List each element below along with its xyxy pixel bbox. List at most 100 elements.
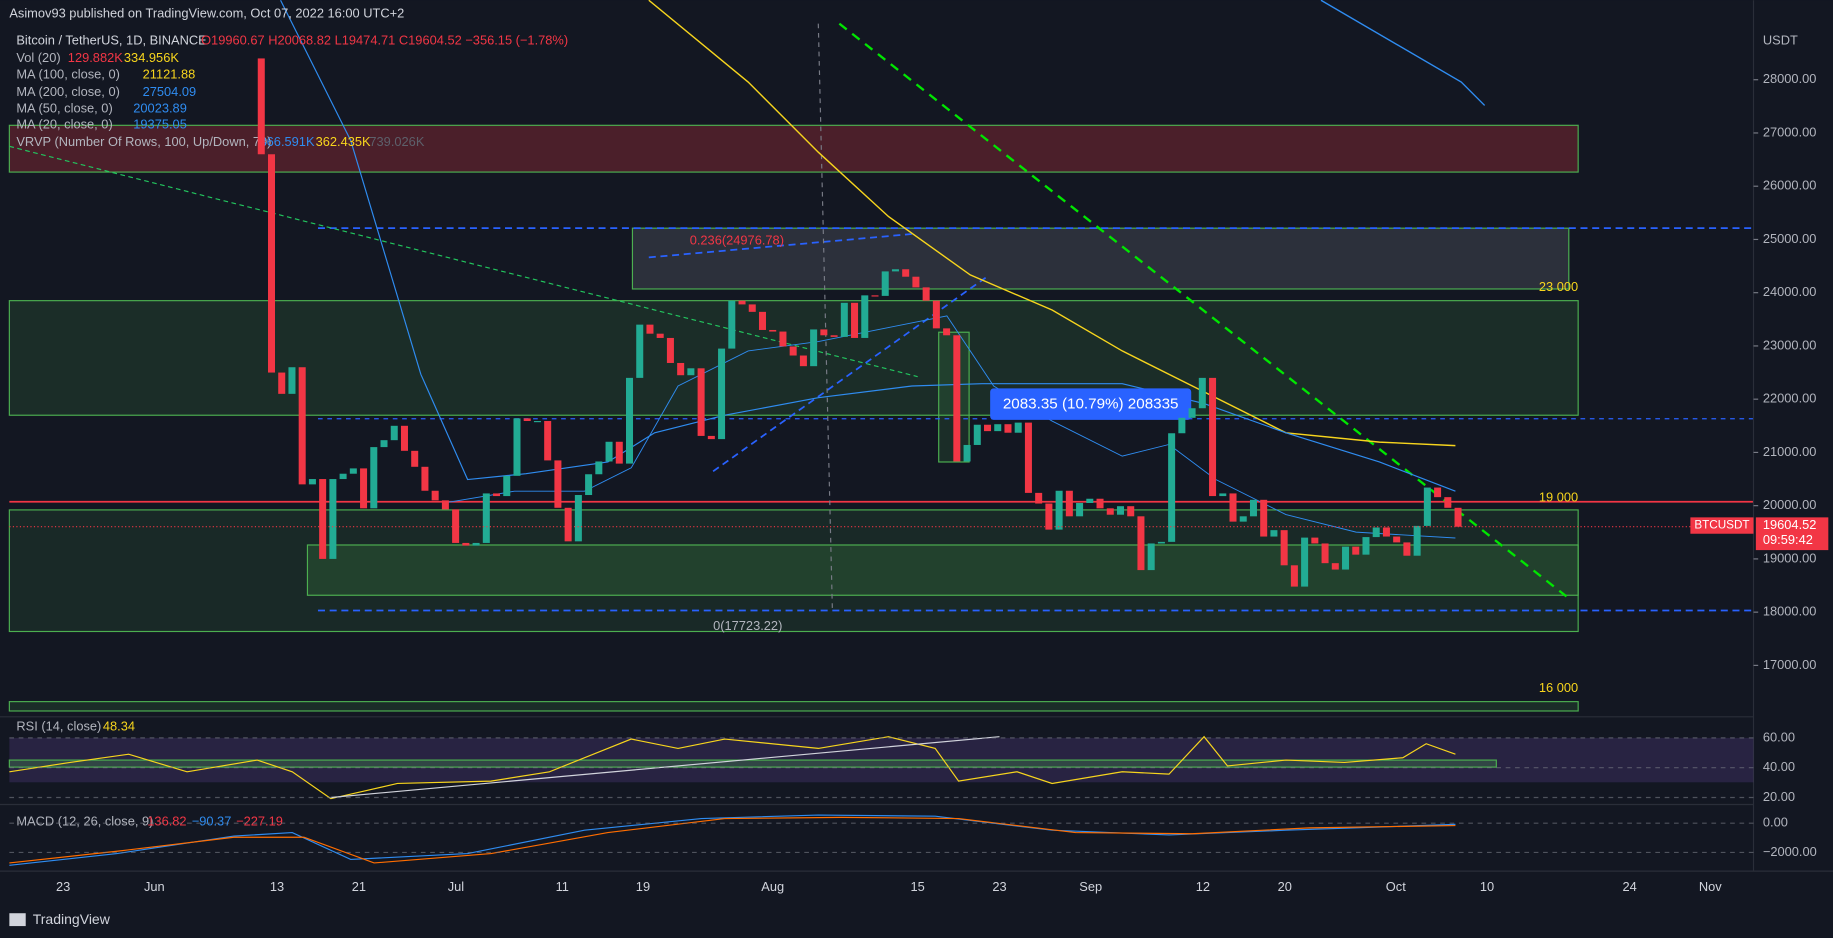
candle — [482, 493, 490, 543]
candle — [973, 424, 981, 445]
legend-ohlc: O19960.67 H20068.82 L19474.71 C19604.52 … — [201, 33, 568, 48]
candle — [278, 372, 286, 394]
candle — [329, 479, 337, 559]
candle — [339, 473, 347, 480]
brand: TradingView — [33, 911, 111, 927]
candle — [288, 367, 296, 394]
candle — [441, 500, 449, 510]
candle — [789, 346, 797, 356]
candle — [891, 269, 899, 272]
trendline — [9, 145, 918, 378]
date-label: Nov — [1699, 879, 1722, 894]
candle — [861, 295, 869, 338]
candle — [554, 460, 562, 508]
candle — [1249, 499, 1257, 517]
candle — [1239, 516, 1247, 522]
candle — [1393, 536, 1401, 543]
countdown: 09:59:42 — [1763, 532, 1813, 547]
candle — [1280, 530, 1288, 566]
candle — [1413, 525, 1421, 556]
legend-vrvp: VRVP (Number Of Rows, 100, Up/Down, 70) — [16, 134, 271, 149]
price-tick-label: 23000.00 — [1763, 337, 1817, 352]
macd-legend: MACD (12, 26, close, 9) — [16, 813, 153, 828]
support-zone — [8, 701, 1579, 712]
crosshair — [817, 23, 833, 609]
candle — [503, 475, 511, 497]
measure-label: 2083.35 (10.79%) 208335 — [1003, 396, 1179, 413]
rsi-legend: RSI (14, close) — [16, 719, 101, 734]
date-label: 11 — [556, 879, 569, 894]
candle — [349, 468, 357, 474]
candle — [1035, 492, 1043, 504]
date-label: 12 — [1196, 879, 1210, 894]
date-label: 10 — [1480, 879, 1494, 894]
candle — [360, 468, 368, 509]
candle — [1076, 503, 1084, 517]
candle — [1229, 493, 1237, 522]
candle — [728, 300, 736, 349]
legend-vrvp-down: 362.435K — [316, 134, 371, 149]
candle — [1116, 506, 1124, 515]
signal-line — [9, 816, 1456, 864]
candle — [666, 337, 674, 363]
candle — [984, 424, 992, 432]
candle — [1106, 508, 1114, 515]
candle — [707, 435, 715, 440]
legend-vrvp-up: 366.591K — [260, 134, 315, 149]
level-label: 19 000 — [1539, 490, 1578, 505]
candle — [830, 335, 838, 337]
candle — [840, 302, 848, 337]
candle — [1382, 527, 1390, 537]
price-tick-label: 20000.00 — [1763, 497, 1817, 512]
candle — [1086, 498, 1094, 504]
legend-ma-value: 20023.89 — [133, 100, 187, 115]
legend-ma-value: 21121.88 — [143, 66, 196, 81]
pane-tick-label: 20.00 — [1763, 789, 1795, 804]
symbol-tag — [1690, 517, 1754, 534]
candle — [1137, 516, 1145, 571]
candle — [1024, 422, 1032, 493]
candle — [615, 441, 623, 464]
candle — [779, 331, 787, 347]
legend-vrvp-total: 739.026K — [369, 134, 424, 149]
candle — [1403, 542, 1411, 556]
candle — [718, 348, 726, 440]
candle — [1055, 490, 1063, 530]
candle — [1342, 546, 1350, 570]
price-tick-label: 22000.00 — [1763, 391, 1817, 406]
candle — [1096, 498, 1104, 509]
support-zone — [306, 544, 1579, 596]
candle — [257, 58, 265, 155]
pane-tick-label: 40.00 — [1763, 759, 1795, 774]
legend-ma-value: 27504.09 — [143, 84, 197, 99]
legend-ma: MA (50, close, 0) — [16, 100, 112, 115]
rsi-value: 48.34 — [103, 719, 135, 734]
candle — [1290, 565, 1298, 587]
candle — [758, 311, 766, 330]
candle — [493, 493, 501, 497]
candle — [1260, 499, 1268, 537]
price-tick-label: 19000.00 — [1763, 550, 1817, 565]
candle — [298, 367, 306, 485]
date-label: Jul — [448, 879, 464, 894]
candle — [595, 461, 603, 475]
candle — [932, 300, 940, 329]
legend-ma-value: 19375.05 — [133, 117, 187, 132]
candle — [769, 329, 777, 332]
candle — [1301, 537, 1309, 587]
candle — [1127, 506, 1135, 517]
date-label: 23 — [992, 879, 1006, 894]
candle — [533, 421, 541, 423]
candle — [799, 355, 807, 367]
candle — [881, 271, 889, 296]
candle — [912, 276, 920, 288]
pane-tick-label: 0.00 — [1763, 815, 1788, 830]
currency: USDT — [1763, 33, 1798, 48]
brand-logo — [9, 913, 26, 927]
candle — [1362, 537, 1370, 555]
ma100-line — [648, 0, 1456, 447]
price-tick-label: 17000.00 — [1763, 657, 1817, 672]
candle — [1014, 422, 1022, 433]
fib-label: 0.236(24976.78) — [690, 232, 784, 247]
